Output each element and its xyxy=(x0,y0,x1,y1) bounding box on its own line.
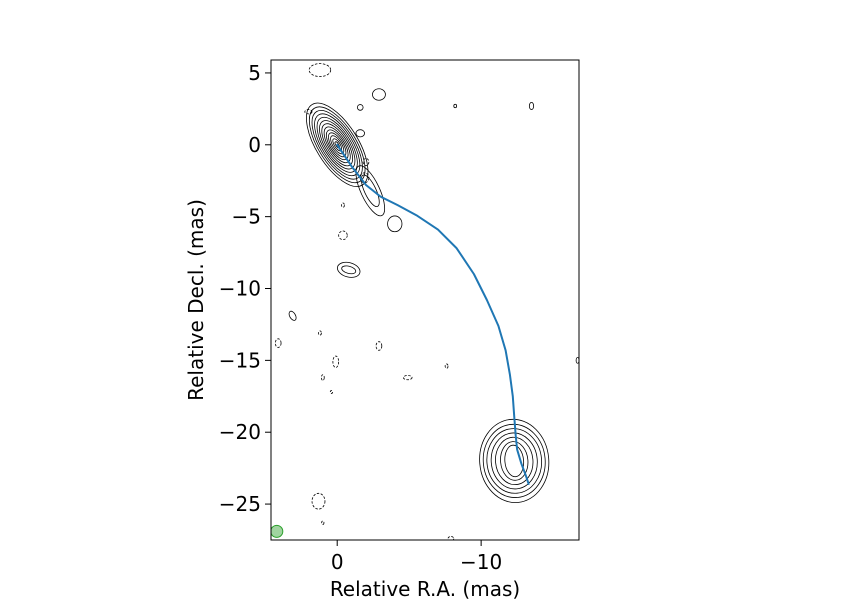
contour-group-jet-knot xyxy=(387,215,403,233)
contour-level xyxy=(304,109,313,115)
contour-level xyxy=(372,88,386,101)
contour-level xyxy=(332,355,340,368)
contour-level xyxy=(486,428,543,494)
contour-level xyxy=(362,158,370,167)
contour-level xyxy=(311,110,363,180)
contour-level xyxy=(355,165,386,217)
x-tick-label: −10 xyxy=(460,550,502,574)
contour-level xyxy=(308,106,366,184)
plot-frame xyxy=(270,59,580,541)
contour-level xyxy=(356,104,364,111)
contour-group-southern-lobe xyxy=(479,418,550,503)
contour-level xyxy=(495,436,534,486)
y-axis-ticks: 5 0 −5 −10 −15 −20 −25 xyxy=(219,61,271,516)
y-axis-label: Relative Decl. (mas) xyxy=(184,199,208,401)
jet-path-line xyxy=(336,143,530,485)
y-tick-label: −10 xyxy=(219,277,261,301)
contour-level xyxy=(311,492,326,510)
x-axis-label: Relative R.A. (mas) xyxy=(330,577,520,600)
contour-group-noise xyxy=(274,63,579,540)
jet-path-layer xyxy=(336,143,530,485)
y-tick-label: −15 xyxy=(219,348,261,372)
contour-level xyxy=(453,103,458,109)
contour-level xyxy=(403,375,413,381)
x-tick-label: 0 xyxy=(331,550,344,574)
contour-level xyxy=(341,202,345,208)
contour-level xyxy=(375,341,383,351)
contour-group-inner-jet xyxy=(355,165,386,217)
contour-level xyxy=(360,174,380,207)
contour-level xyxy=(288,310,297,321)
contour-level xyxy=(444,363,449,369)
y-tick-label: 5 xyxy=(248,61,261,85)
contour-level xyxy=(318,330,322,336)
contour-level xyxy=(337,261,361,278)
contour-level xyxy=(490,432,538,490)
contour-level xyxy=(504,444,525,478)
x-axis-ticks: 0 −10 xyxy=(331,540,502,574)
y-tick-label: −5 xyxy=(232,205,261,229)
y-tick-label: −20 xyxy=(219,420,261,444)
beam-marker xyxy=(271,524,284,538)
contour-level xyxy=(479,418,550,503)
contour-level xyxy=(320,374,325,381)
beam-layer xyxy=(271,524,284,538)
contour-level xyxy=(482,423,546,498)
y-tick-label: 0 xyxy=(248,133,261,157)
contour-level xyxy=(447,536,455,540)
contour-level xyxy=(387,215,403,233)
contour-level xyxy=(355,129,365,138)
contour-level xyxy=(329,390,334,394)
contour-level xyxy=(321,520,325,525)
contour-layer xyxy=(274,63,579,540)
y-tick-label: −25 xyxy=(219,492,261,516)
contour-level xyxy=(500,441,529,481)
contour-level xyxy=(274,338,282,348)
contour-level xyxy=(316,116,358,173)
contour-level xyxy=(341,265,357,275)
contour-level xyxy=(338,230,348,241)
contour-group-blob-8 xyxy=(337,261,361,278)
contour-level xyxy=(528,101,535,110)
contour-level xyxy=(308,63,332,77)
